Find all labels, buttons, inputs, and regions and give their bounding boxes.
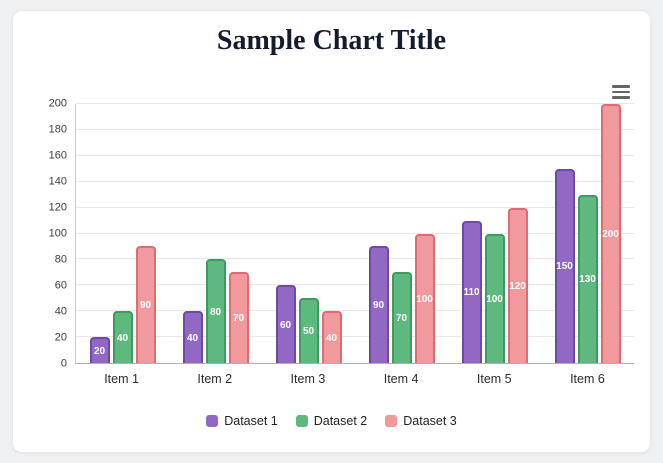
gridline (76, 128, 634, 130)
bar-value-label: 90 (372, 300, 385, 312)
y-tick-label: 120 (48, 201, 67, 214)
legend-item[interactable]: Dataset 2 (295, 414, 368, 428)
gridline (76, 154, 634, 156)
y-tick-label: 80 (54, 253, 67, 266)
bar-value-label: 80 (209, 306, 222, 318)
bar-value-label: 40 (325, 332, 338, 344)
legend-label: Dataset 1 (224, 414, 278, 428)
hamburger-icon (612, 90, 630, 93)
bar-group: 90 70 100 (355, 104, 448, 363)
x-axis-labels: Item 1 Item 2 Item 3 Item 4 Item 5 Item 6 (75, 372, 634, 386)
plot-area: 20 40 90 40 80 70 60 50 40 90 70 100 110 100 120 150 130… (75, 103, 634, 364)
x-tick-label: Item 6 (570, 372, 605, 386)
bar-value-label: 120 (509, 280, 526, 292)
bar-value-label: 60 (279, 319, 292, 331)
y-tick-label: 0 (60, 357, 67, 370)
bar-value-label: 130 (579, 274, 596, 286)
x-tick-label: Item 2 (197, 372, 233, 386)
bar-dataset-3[interactable]: 40 (321, 311, 342, 363)
legend: Dataset 1 Dataset 2 Dataset 3 (13, 414, 650, 428)
gridline (76, 232, 634, 234)
y-tick-label: 180 (48, 123, 67, 136)
bar-group: 40 80 70 (169, 104, 262, 363)
y-tick-label: 140 (48, 175, 67, 188)
gridline (76, 103, 634, 104)
bar-dataset-3[interactable]: 200 (600, 104, 621, 363)
legend-item[interactable]: Dataset 1 (206, 414, 278, 428)
y-tick-label: 60 (54, 279, 67, 292)
x-tick-label: Item 5 (476, 372, 512, 386)
y-tick-label: 200 (48, 97, 67, 110)
chart-menu-button[interactable] (608, 81, 634, 103)
y-axis-labels: 0 20 40 60 80 100 120 140 160 180 200 (31, 98, 75, 369)
x-tick-label: Item 3 (290, 372, 326, 386)
bar-value-label: 40 (186, 332, 199, 344)
gridline (76, 258, 634, 260)
bar-value-label: 90 (139, 300, 152, 312)
gridline (76, 310, 634, 312)
chart: 0 20 40 60 80 100 120 140 160 180 200 20 40 90 40 80 70… (31, 98, 634, 386)
bar-value-label: 50 (302, 326, 315, 338)
bar-value-label: 20 (93, 345, 106, 357)
hamburger-icon (612, 96, 630, 99)
chart-title: Sample Chart Title (216, 25, 447, 56)
bar-group: 150 130 200 (541, 104, 634, 363)
gridline (76, 206, 634, 208)
bar-dataset-3[interactable]: 100 (414, 233, 435, 363)
gridline (76, 336, 634, 338)
bar-group: 20 40 90 (76, 104, 169, 363)
legend-marker (385, 415, 398, 427)
y-tick-label: 40 (54, 305, 67, 318)
legend-marker (295, 415, 308, 427)
y-tick-label: 160 (48, 149, 67, 162)
bar-dataset-2[interactable]: 80 (205, 259, 226, 363)
bar-group: 60 50 40 (262, 104, 355, 363)
y-tick-label: 20 (54, 331, 67, 344)
bar-group: 110 100 120 (448, 104, 541, 363)
bar-dataset-3[interactable]: 90 (135, 246, 156, 363)
bar-value-label: 100 (416, 293, 433, 305)
gridline (76, 284, 634, 286)
bar-value-label: 70 (232, 313, 245, 325)
bar-dataset-3[interactable]: 120 (507, 207, 528, 363)
bar-dataset-1[interactable]: 90 (368, 246, 389, 363)
bar-dataset-2[interactable]: 130 (577, 194, 598, 363)
bar-value-label: 110 (463, 287, 480, 299)
bars-layer: 20 40 90 40 80 70 60 50 40 90 70 100 110 100 120 150 130… (76, 104, 634, 363)
bar-dataset-2[interactable]: 70 (391, 272, 412, 363)
x-tick-label: Item 1 (104, 372, 139, 386)
bar-value-label: 150 (556, 261, 573, 273)
bar-dataset-1[interactable]: 150 (554, 168, 575, 363)
bar-value-label: 200 (602, 229, 619, 240)
bar-dataset-2[interactable]: 50 (298, 298, 319, 363)
hamburger-icon (612, 85, 630, 88)
bar-value-label: 40 (116, 332, 129, 344)
bar-dataset-1[interactable]: 60 (275, 285, 296, 363)
bar-dataset-1[interactable]: 20 (89, 337, 110, 363)
bar-value-label: 100 (486, 293, 503, 305)
legend-label: Dataset 3 (403, 414, 457, 428)
bar-dataset-3[interactable]: 70 (228, 272, 249, 363)
bar-dataset-2[interactable]: 40 (112, 311, 133, 363)
bar-dataset-1[interactable]: 110 (461, 220, 482, 363)
bar-value-label: 70 (395, 313, 408, 325)
legend-item[interactable]: Dataset 3 (385, 414, 457, 428)
y-tick-label: 100 (48, 227, 67, 240)
legend-marker (206, 415, 219, 427)
gridline (76, 180, 634, 182)
x-tick-label: Item 4 (383, 372, 419, 386)
chart-card: Sample Chart Title 0 20 40 60 80 100 120 140 160… (12, 10, 651, 453)
bar-dataset-2[interactable]: 100 (484, 233, 505, 363)
chart-axes-row: 0 20 40 60 80 100 120 140 160 180 200 20 40 90 40 80 70… (31, 98, 634, 369)
legend-label: Dataset 2 (313, 414, 368, 428)
bar-dataset-1[interactable]: 40 (182, 311, 203, 363)
